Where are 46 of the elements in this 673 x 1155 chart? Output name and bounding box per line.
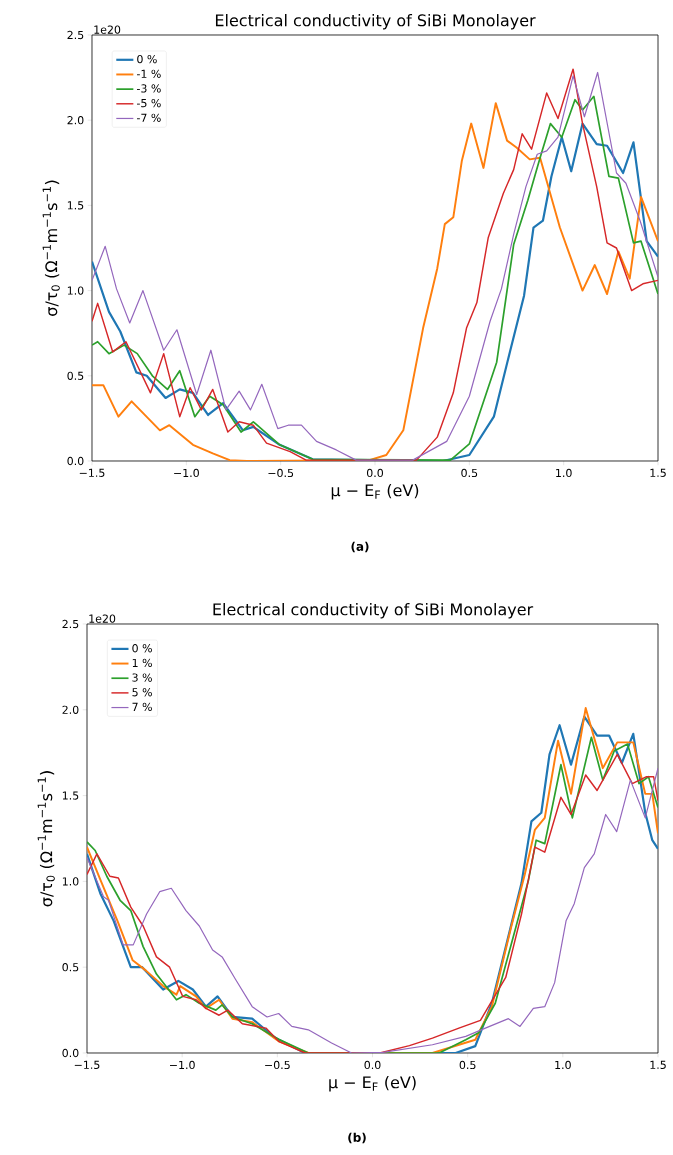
- text: 1e20: [94, 25, 121, 34]
- text: σ/τ$_{0}$ (Ω$^{−1}$m$^{−1}$s$^{−1}$): [37, 771, 55, 907]
- x-tick-label: −1.0: [174, 468, 199, 478]
- y-tick-label: 0.0: [67, 456, 84, 466]
- x-tick-label: 1.0: [556, 468, 572, 478]
- chart-title: Electrical conductivity of SiBi Monolayer: [215, 13, 536, 30]
- x-axis-title: μ − E$_{F}$ (eV): [329, 1075, 416, 1092]
- y-tick-label: 2.0: [62, 705, 79, 714]
- legend-label: 0 %: [132, 644, 152, 653]
- y-tick-label: 2.0: [67, 116, 84, 125]
- x-tick-label: −0.5: [265, 1060, 290, 1070]
- legend-label: 0 %: [137, 54, 157, 64]
- legend-label: 3 %: [132, 673, 152, 682]
- y-tick-label: 1.5: [67, 201, 84, 210]
- legend-label: 7 %: [132, 702, 152, 712]
- text: σ/τ$_{0}$ (Ω$^{−1}$m$^{−1}$s$^{−1}$): [42, 180, 60, 316]
- text: (a): [351, 541, 369, 553]
- y-tick-label: 0.5: [62, 963, 79, 972]
- x-tick-label: 1.5: [650, 1060, 666, 1069]
- legend-label: 5 %: [132, 688, 152, 697]
- x-tick-label: 1.5: [650, 468, 666, 477]
- legend-label: 1 %: [132, 658, 152, 668]
- y-tick-label: 2.5: [67, 30, 84, 40]
- x-tick-label: −0.5: [268, 468, 294, 478]
- legend-label: -7 %: [136, 113, 161, 122]
- text: 1e20: [89, 614, 116, 623]
- y-tick-label: 2.5: [62, 619, 79, 629]
- y-tick-label: 1.0: [62, 877, 79, 886]
- y-tick-label: 1.0: [67, 286, 84, 295]
- x-tick-label: 0.0: [364, 1060, 381, 1070]
- legend-label: -1 %: [136, 69, 161, 78]
- x-tick-label: −1.0: [169, 1060, 195, 1070]
- x-tick-label: −1.5: [74, 1060, 100, 1069]
- x-tick-label: −1.5: [79, 468, 105, 477]
- legend-label: -3 %: [136, 84, 161, 93]
- y-tick-label: 0.5: [67, 371, 84, 380]
- legend-label: -5 %: [136, 98, 161, 108]
- y-tick-label: 1.5: [62, 791, 79, 800]
- text: (b): [348, 1132, 366, 1144]
- y-tick-label: 0.0: [62, 1048, 79, 1058]
- x-tick-label: 0.0: [366, 468, 384, 478]
- x-tick-label: 0.5: [461, 468, 478, 478]
- x-tick-label: 0.5: [459, 1060, 476, 1070]
- x-tick-label: 1.0: [555, 1060, 571, 1070]
- chart-title: Electrical conductivity of SiBi Monolayer: [213, 602, 534, 619]
- x-axis-title: μ − E$_{F}$ (eV): [331, 483, 419, 500]
